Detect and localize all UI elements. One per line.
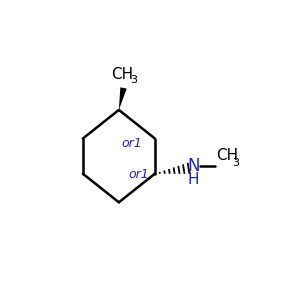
- Text: 3: 3: [130, 74, 137, 85]
- Text: 3: 3: [232, 158, 239, 168]
- Text: CH: CH: [217, 148, 239, 163]
- Text: CH: CH: [111, 67, 134, 82]
- Text: or1: or1: [128, 168, 149, 181]
- Text: N: N: [188, 157, 200, 175]
- Polygon shape: [119, 87, 127, 110]
- Text: H: H: [188, 172, 200, 188]
- Text: or1: or1: [121, 137, 142, 150]
